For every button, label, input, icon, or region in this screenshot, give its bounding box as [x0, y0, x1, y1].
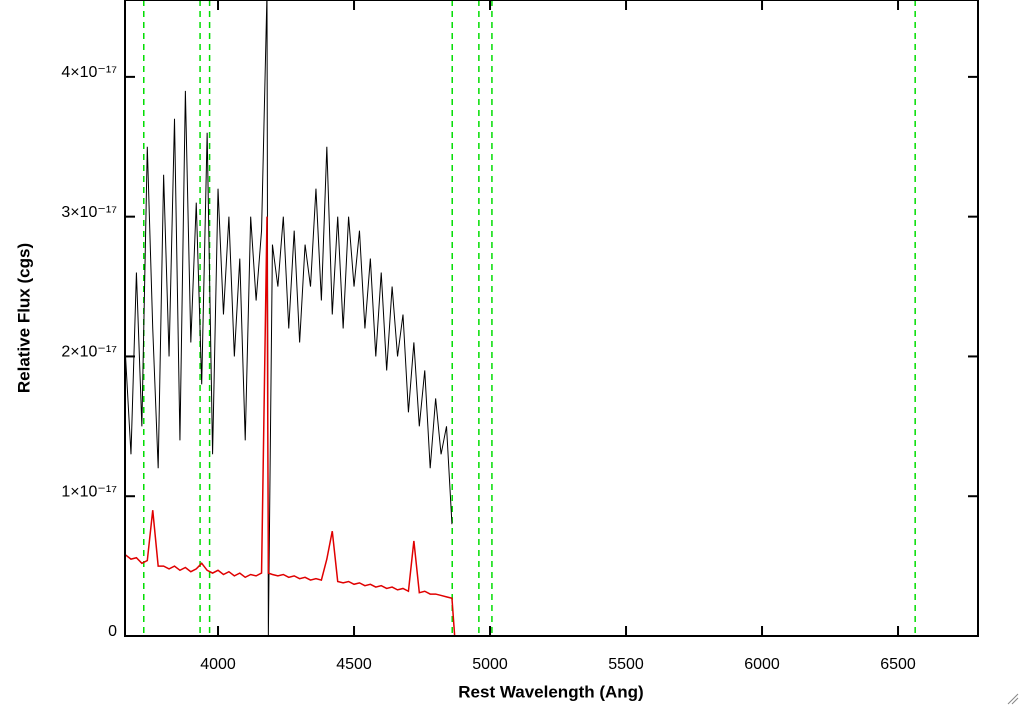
y-tick-label: 3×10⁻¹⁷ [61, 204, 117, 221]
y-tick-label: 1×10⁻¹⁷ [61, 483, 117, 500]
y-tick-label: 4×10⁻¹⁷ [61, 64, 117, 81]
x-tick-label: 6000 [744, 656, 780, 673]
y-tick-label: 2×10⁻¹⁷ [61, 344, 117, 361]
x-tick-label: 4500 [336, 656, 372, 673]
x-tick-label: 6500 [880, 656, 916, 673]
y-axis-label: Relative Flux (cgs) [14, 243, 33, 393]
x-axis-label: Rest Wavelength (Ang) [458, 682, 643, 701]
plot-area [125, 0, 977, 636]
spectrum-line [125, 0, 453, 636]
x-tick-label: 5000 [472, 656, 508, 673]
x-tick-label: 5500 [608, 656, 644, 673]
spectrum-line [125, 216, 977, 636]
resize-grip [1007, 693, 1019, 705]
axes-frame [124, 0, 979, 637]
y-tick-label: 0 [108, 623, 117, 640]
x-tick-label: 4000 [200, 656, 236, 673]
